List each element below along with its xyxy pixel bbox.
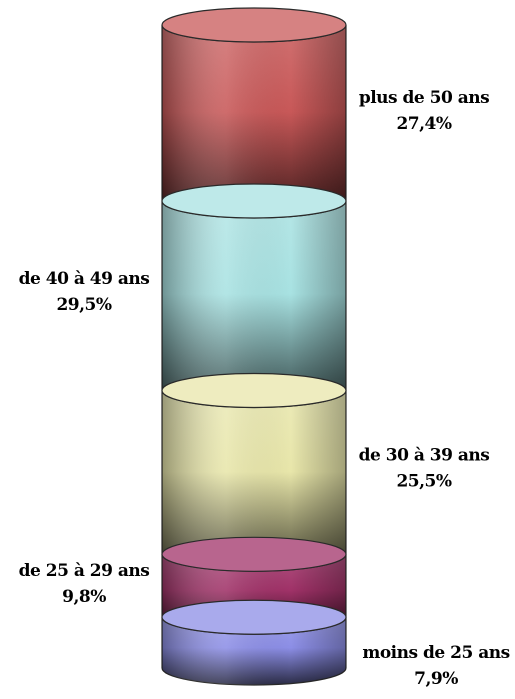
segment-value-label-2: 25,5%	[396, 471, 451, 491]
segment-top-1	[161, 536, 347, 572]
segment-top-3	[161, 183, 347, 219]
segment-sheen-0	[162, 617, 346, 685]
segment-category-label-3: de 40 à 49 ans	[19, 269, 150, 289]
segment-top-0	[161, 599, 347, 635]
segment-category-label-4: plus de 50 ans	[359, 88, 489, 108]
segment-value-label-3: 29,5%	[56, 295, 111, 315]
segment-sheen-4	[162, 25, 346, 219]
segment-top-2	[161, 372, 347, 409]
segment-value-label-4: 27,4%	[396, 114, 451, 134]
segment-category-label-1: de 25 à 29 ans	[19, 561, 150, 581]
segment-top-4	[161, 7, 347, 43]
segment-value-label-0: 7,9%	[414, 669, 458, 689]
segment-sheen-3	[162, 201, 346, 408]
segment-sheen-2	[162, 390, 346, 572]
segment-labels: moins de 25 ans 7,9% de 25 à 29 ans 9,8% de …	[19, 88, 510, 689]
cylinder-segments	[161, 7, 347, 686]
segment-category-label-2: de 30 à 39 ans	[359, 445, 490, 465]
segment-value-label-1: 9,8%	[62, 587, 106, 607]
segment-category-label-0: moins de 25 ans	[362, 643, 509, 663]
